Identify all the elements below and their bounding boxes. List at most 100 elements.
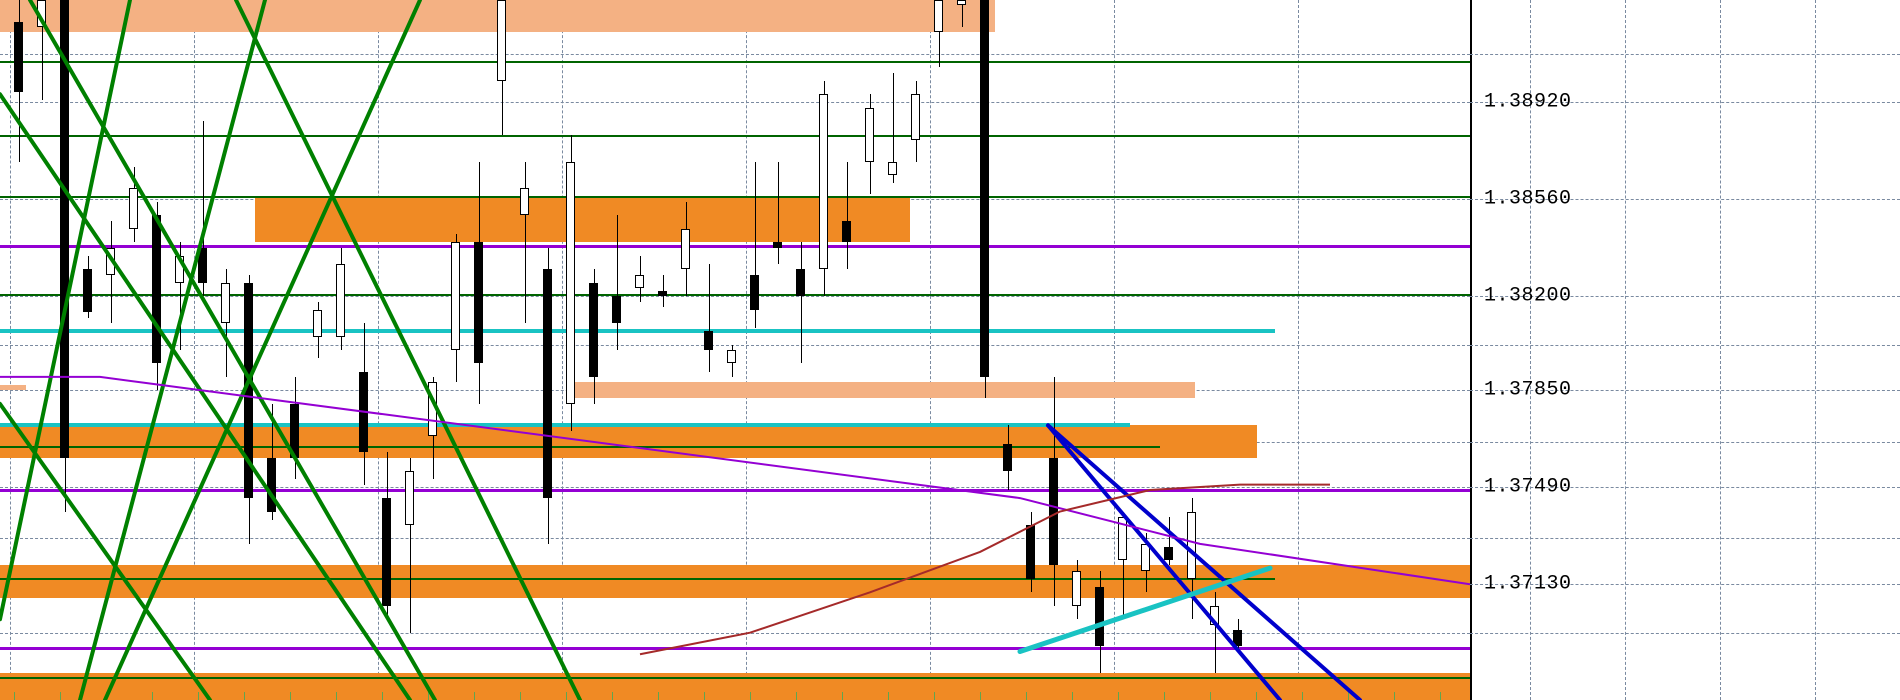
- candle-body: [83, 269, 92, 312]
- candle-body: [129, 188, 138, 228]
- x-minor-tick: [152, 692, 153, 700]
- x-minor-tick: [1302, 692, 1303, 700]
- candle-body: [359, 372, 368, 453]
- candle-body: [60, 0, 69, 458]
- candle-wick: [847, 162, 848, 270]
- candle-body: [474, 242, 483, 363]
- x-minor-tick: [1118, 692, 1119, 700]
- gridline-vertical: [1625, 0, 1626, 700]
- candle-body: [865, 108, 874, 162]
- gridline-horizontal: [1470, 54, 1900, 55]
- gridline-horizontal: [0, 345, 1470, 346]
- x-minor-tick: [336, 692, 337, 700]
- gridline-vertical: [1720, 0, 1721, 700]
- horizontal-level-line: [0, 423, 1130, 427]
- candle-body: [244, 283, 253, 498]
- horizontal-level-line: [0, 196, 1470, 198]
- candle-body: [819, 94, 828, 269]
- x-minor-tick: [750, 692, 751, 700]
- candle-body: [934, 0, 943, 32]
- x-minor-tick: [428, 692, 429, 700]
- candle-body: [405, 471, 414, 525]
- candle-body: [589, 283, 598, 377]
- candle-body: [1003, 444, 1012, 471]
- gridline-horizontal: [1470, 538, 1900, 539]
- horizontal-level-line: [0, 446, 1160, 448]
- candle-body: [612, 296, 621, 323]
- candle-body: [635, 275, 644, 288]
- candle-body: [1118, 517, 1127, 560]
- x-minor-tick: [1440, 692, 1441, 700]
- x-minor-tick: [382, 692, 383, 700]
- candle-body: [888, 162, 897, 175]
- x-minor-tick: [60, 692, 61, 700]
- x-minor-tick: [796, 692, 797, 700]
- candle-body: [152, 215, 161, 363]
- horizontal-level-line: [0, 647, 1470, 650]
- x-minor-tick: [934, 692, 935, 700]
- x-minor-tick: [980, 692, 981, 700]
- x-minor-tick: [1164, 692, 1165, 700]
- candle-body: [106, 248, 115, 275]
- candle-body: [520, 188, 529, 215]
- x-minor-tick: [474, 692, 475, 700]
- y-axis-tick-label: 1.38560: [1484, 188, 1572, 211]
- candle-body: [957, 0, 966, 5]
- candle-body: [796, 269, 805, 296]
- y-axis-tick-label: 1.37490: [1484, 476, 1572, 499]
- candle-body: [175, 256, 184, 283]
- gridline-horizontal: [0, 54, 1470, 55]
- gridline-horizontal: [0, 538, 1470, 539]
- gridline-horizontal: [1470, 633, 1900, 634]
- x-minor-tick: [520, 692, 521, 700]
- x-minor-tick: [1348, 692, 1349, 700]
- gridline-horizontal: [0, 633, 1470, 634]
- price-zone: [0, 385, 26, 390]
- gridline-horizontal: [0, 102, 1470, 103]
- candle-body: [497, 0, 506, 81]
- candle-body: [451, 242, 460, 350]
- horizontal-level-line: [0, 135, 1470, 137]
- candle-body: [221, 283, 230, 323]
- y-axis-tick-label: 1.38920: [1484, 91, 1572, 114]
- y-axis-tick-label: 1.38200: [1484, 285, 1572, 308]
- candle-body: [1187, 512, 1196, 579]
- y-axis-tick-label: 1.37130: [1484, 573, 1572, 596]
- candle-wick: [709, 264, 710, 372]
- candle-wick: [1215, 592, 1216, 673]
- candle-body: [1026, 525, 1035, 579]
- price-zone: [255, 198, 910, 242]
- candle-body: [842, 221, 851, 243]
- x-minor-tick: [842, 692, 843, 700]
- candle-body: [704, 331, 713, 350]
- candle-body: [1072, 571, 1081, 606]
- gridline-vertical: [1815, 0, 1816, 700]
- x-minor-tick: [1072, 692, 1073, 700]
- candle-body: [1210, 606, 1219, 625]
- y-axis-tick-label: 1.37850: [1484, 379, 1572, 402]
- candle-body: [911, 94, 920, 140]
- horizontal-level-line: [0, 329, 1275, 333]
- horizontal-level-line: [0, 578, 1275, 580]
- x-minor-tick: [566, 692, 567, 700]
- candle-body: [37, 0, 46, 27]
- x-minor-tick: [1210, 692, 1211, 700]
- price-axis: 1.38920 1.38560 1.38200 1.37850 1.37490 1.371…: [1470, 0, 1900, 700]
- candle-body: [750, 275, 759, 310]
- price-zone: [0, 565, 1470, 597]
- chart-plot-area[interactable]: [0, 0, 1470, 700]
- candle-body: [336, 264, 345, 337]
- candlestick-chart[interactable]: 1.38920 1.38560 1.38200 1.37850 1.37490 1.371…: [0, 0, 1900, 700]
- candle-body: [658, 291, 667, 296]
- candle-wick: [801, 242, 802, 363]
- candle-body: [1095, 587, 1104, 646]
- candle-body: [980, 0, 989, 377]
- x-minor-tick: [14, 692, 15, 700]
- candle-body: [773, 242, 782, 247]
- candle-wick: [525, 162, 526, 324]
- candle-body: [382, 498, 391, 606]
- horizontal-level-line: [0, 245, 1470, 248]
- candle-body: [428, 382, 437, 436]
- gridline-horizontal: [1470, 442, 1900, 443]
- price-zone: [570, 382, 1195, 398]
